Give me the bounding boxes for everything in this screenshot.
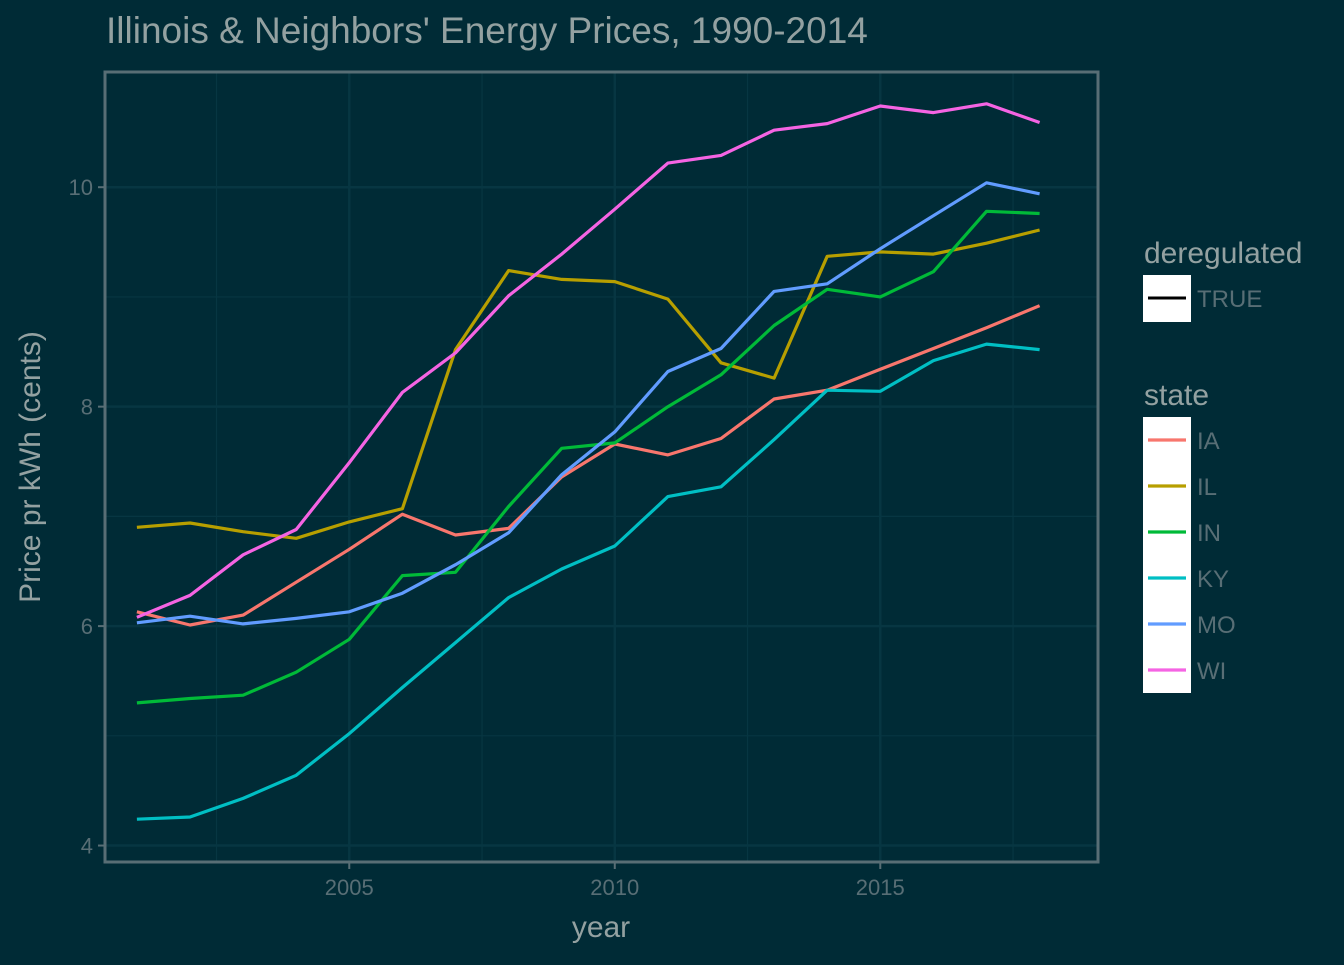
series-line-wi (136, 102, 1041, 619)
legend-label: KY (1197, 566, 1229, 593)
y-tick-label: 8 (81, 395, 93, 420)
x-tick-label: 2010 (590, 875, 639, 900)
x-tick-label: 2015 (856, 875, 905, 900)
series-lines (136, 102, 1041, 821)
y-tick-label: 4 (81, 834, 93, 859)
legend-item-in: IN (1148, 520, 1221, 547)
series-line-in (136, 209, 1040, 705)
panel-border (103, 70, 1100, 864)
legend-item-ky: KY (1148, 566, 1229, 593)
series-line-il (136, 228, 1040, 540)
legend-deregulated: deregulated TRUE (1143, 237, 1302, 322)
legend-state: state IA IL IN KY MO WI (1143, 379, 1236, 693)
legend-label: IA (1197, 428, 1220, 455)
legend-item-ia: IA (1148, 428, 1220, 455)
y-tick-label: 10 (69, 175, 93, 200)
series-line-mo (136, 181, 1040, 626)
legend-state-title: state (1144, 379, 1209, 412)
legend-label: IN (1197, 520, 1221, 547)
x-axis: 2005 2010 2015 (325, 862, 905, 900)
y-tick-label: 6 (81, 614, 93, 639)
legend-item-true: TRUE (1197, 286, 1262, 313)
series-line-ia (136, 304, 1041, 627)
legend-deregulated-title: deregulated (1144, 237, 1302, 270)
y-axis: 4 6 8 10 (69, 175, 105, 859)
legend-item-il: IL (1148, 474, 1217, 501)
x-tick-label: 2005 (325, 875, 374, 900)
series-line-ky (136, 342, 1040, 821)
y-axis-label: Price pr kWh (cents) (14, 331, 47, 603)
chart-title: Illinois & Neighbors' Energy Prices, 199… (106, 10, 868, 51)
legend-label: IL (1197, 474, 1217, 501)
major-gridlines (105, 72, 1098, 862)
legend-label: WI (1197, 658, 1226, 685)
legend-keys-background (1143, 417, 1191, 693)
legend-label: MO (1197, 612, 1236, 639)
plot-panel (103, 70, 1100, 864)
legend-item-mo: MO (1148, 612, 1236, 639)
legend-item-wi: WI (1148, 658, 1226, 685)
x-axis-label: year (572, 911, 630, 944)
minor-gridlines (105, 72, 1098, 862)
